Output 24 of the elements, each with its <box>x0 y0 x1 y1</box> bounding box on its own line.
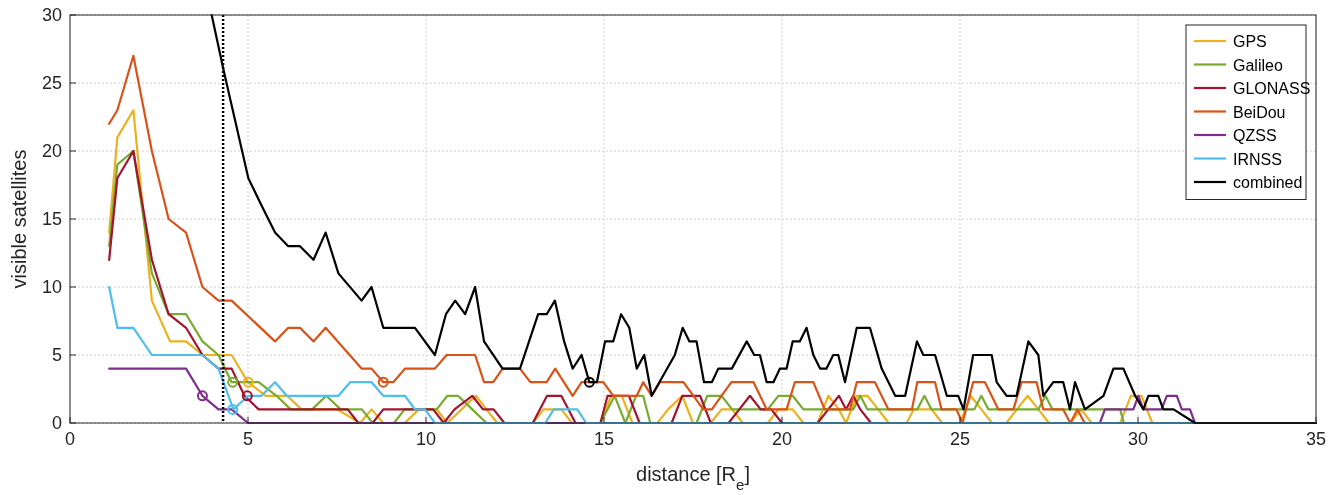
x-tick-label: 0 <box>64 429 76 449</box>
legend-label: Galileo <box>1233 56 1283 74</box>
x-tick-label: 35 <box>1305 429 1327 449</box>
y-tick-label: 10 <box>41 277 62 297</box>
y-tick-label: 0 <box>51 413 62 433</box>
legend-label: GPS <box>1233 33 1267 50</box>
legend-label: QZSS <box>1233 127 1277 144</box>
x-axis-title: distance [R$_{e}$] <box>636 463 750 493</box>
x-tick-label: 25 <box>949 429 971 449</box>
y-tick-label: 25 <box>41 73 62 93</box>
x-tick-label: 30 <box>1127 429 1149 449</box>
legend-label: IRNSS <box>1233 150 1282 168</box>
x-tick-label: 5 <box>242 429 254 449</box>
y-tick-label: 15 <box>41 209 62 229</box>
x-tick-label: 10 <box>415 429 437 449</box>
y-tick-label: 20 <box>41 141 62 161</box>
x-tick-label: 15 <box>593 429 615 449</box>
y-tick-label: 30 <box>41 5 62 25</box>
y-tick-label: 5 <box>51 345 62 365</box>
legend-label: combined <box>1233 174 1303 191</box>
legend-label: GLONASS <box>1233 80 1311 97</box>
y-axis-title: visible satellites <box>8 149 30 289</box>
legend-label: BeiDou <box>1233 103 1286 121</box>
x-tick-label: 20 <box>771 429 793 449</box>
